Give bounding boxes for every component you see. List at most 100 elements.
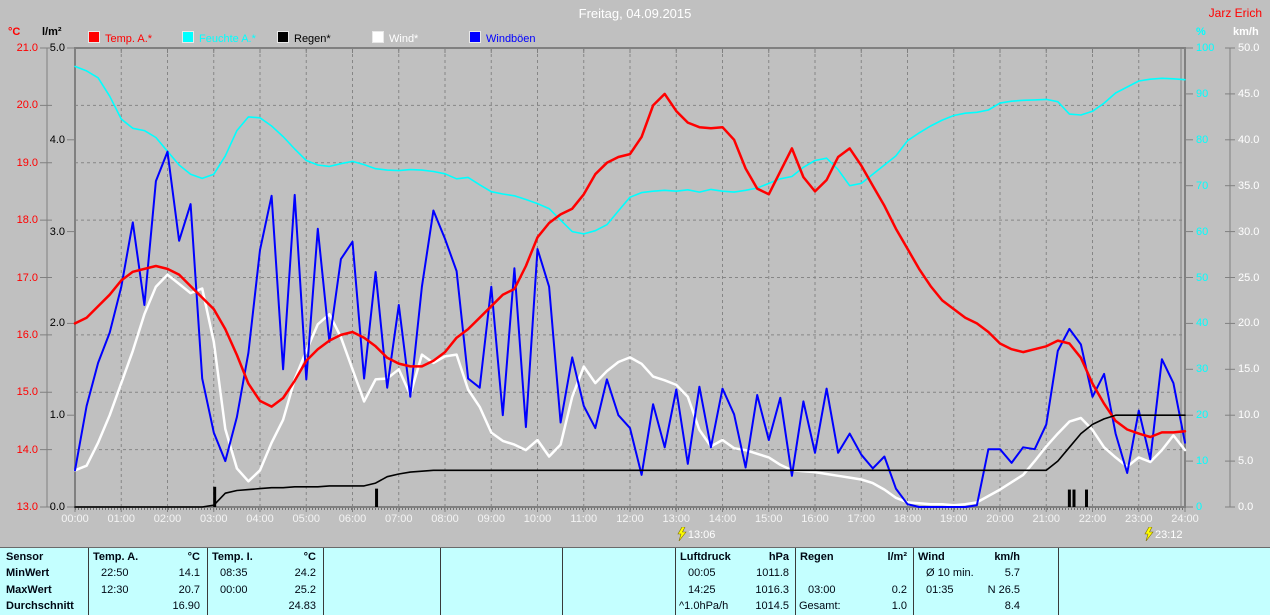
table-column-separator: [1058, 548, 1059, 615]
table-column-separator: [323, 548, 324, 615]
windspeed-tick-label: 10.0: [1238, 409, 1260, 422]
table-column-separator: [440, 548, 441, 615]
table-min-time: 00:05: [688, 567, 716, 579]
time-axis-label: 05:00: [292, 513, 321, 525]
temp-tick-label: 18.0: [16, 214, 38, 227]
time-axis-label: 20:00: [986, 513, 1014, 525]
page-title: Freitag, 04.09.2015: [578, 6, 692, 21]
time-axis-label: 04:00: [246, 513, 274, 525]
temp-tick-label: 17.0: [16, 271, 38, 284]
table-min-value: 1011.8: [756, 567, 789, 579]
windspeed-tick-label: 25.0: [1238, 271, 1260, 284]
time-axis-label: 09:00: [477, 513, 506, 525]
temp-tick-label: 20.0: [16, 99, 38, 112]
windspeed-tick-label: 30.0: [1238, 225, 1260, 238]
rain-tick-label: 0.0: [49, 501, 65, 513]
time-axis-label: 14:00: [708, 513, 737, 525]
time-axis-label: 00:00: [61, 513, 89, 525]
table-column-separator: [675, 548, 676, 615]
event-marker-time: 13:06: [687, 529, 716, 541]
summary-table: Sensor MinWert MaxWert Durchschnitt Temp. A.…: [0, 547, 1270, 615]
table-min-value: 5.7: [1004, 567, 1020, 579]
series-regen-line: [74, 414, 1186, 508]
table-sensor-unit: °C: [187, 551, 200, 563]
time-axis-label: 23:00: [1124, 513, 1153, 525]
time-axis-label: 22:00: [1078, 513, 1107, 525]
rain-axis-unit: l/m²: [42, 26, 62, 38]
legend-label: Temp. A.*: [105, 33, 153, 45]
legend-item-3: Regen*: [277, 31, 331, 45]
time-axis-label: 07:00: [384, 513, 413, 525]
time-axis-label: 16:00: [801, 513, 829, 525]
temp-axis-unit: °C: [8, 26, 21, 38]
time-axis-label: 24:00: [1171, 513, 1199, 525]
table-min-value: 14.1: [178, 567, 200, 579]
table-min-time: 08:35: [220, 567, 248, 579]
windspeed-tick-label: 20.0: [1238, 317, 1260, 330]
windspeed-tick-label: 5.0: [1238, 455, 1254, 468]
table-max-time: 03:00: [808, 584, 836, 596]
table-max-value: 1016.3: [755, 584, 789, 596]
table-sensor-name: Temp. I.: [212, 551, 253, 563]
humidity-tick-label: 30: [1196, 363, 1209, 376]
lightning-icon: [1144, 526, 1154, 542]
table-avg-value: 8.4: [1004, 600, 1020, 612]
table-max-time: 00:00: [220, 584, 248, 596]
table-row-label: MaxWert: [6, 584, 52, 596]
legend-item-1: Temp. A.*: [88, 31, 153, 45]
time-axis-label: 21:00: [1032, 513, 1061, 525]
table-max-time: 01:35: [926, 584, 954, 596]
chart-plot-area[interactable]: [0, 0, 1270, 546]
legend-swatch-icon: [469, 31, 481, 43]
legend-item-5: Windböen: [469, 31, 536, 45]
time-axis-label: 06:00: [338, 513, 367, 525]
table-sensor-name: Temp. A.: [93, 551, 139, 563]
time-axis-label: 19:00: [939, 513, 968, 525]
table-max-value: 0.2: [891, 584, 907, 596]
table-sensor-unit: l/m²: [887, 551, 907, 563]
station-name: Jarz Erich: [1208, 6, 1262, 20]
series-feuchte-a-line: [74, 65, 1186, 235]
table-sensor-unit: km/h: [994, 551, 1020, 563]
windspeed-tick-label: 0.0: [1238, 501, 1254, 513]
humidity-tick-label: 10: [1196, 455, 1209, 468]
humidity-tick-label: 40: [1196, 317, 1209, 330]
series-wind-line: [73, 273, 1187, 507]
temp-tick-label: 13.0: [16, 501, 38, 513]
legend-item-4: Wind*: [372, 31, 419, 45]
table-min-value: 24.2: [294, 567, 316, 579]
time-axis-label: 02:00: [153, 513, 182, 525]
lightning-icon: [677, 526, 687, 542]
table-min-time: 22:50: [101, 567, 129, 579]
table-max-value: 25.2: [294, 584, 316, 596]
table-column-separator: [88, 548, 89, 615]
table-max-time: 14:25: [688, 584, 716, 596]
event-marker: 13:06: [677, 526, 716, 542]
table-avg-value: 1.0: [891, 600, 907, 612]
time-axis-label: 11:00: [570, 513, 598, 525]
windspeed-tick-label: 15.0: [1238, 363, 1260, 376]
legend-label: Feuchte A.*: [199, 33, 256, 45]
legend-swatch-icon: [277, 31, 289, 43]
windspeed-tick-label: 40.0: [1238, 133, 1260, 146]
legend-label: Wind*: [389, 33, 419, 45]
humidity-tick-label: 60: [1196, 225, 1209, 238]
series-windboeen-line: [74, 150, 1186, 508]
temp-tick-label: 14.0: [16, 443, 38, 456]
rain-tick-label: 2.0: [49, 317, 65, 330]
table-sensor-name: Wind: [918, 551, 945, 563]
windspeed-axis-unit: km/h: [1233, 26, 1259, 38]
time-axis-label: 08:00: [431, 513, 459, 525]
time-axis-label: 10:00: [523, 513, 552, 525]
rain-tick-label: 1.0: [49, 409, 65, 422]
time-axis-label: 18:00: [893, 513, 922, 525]
table-avg-value: 16.90: [172, 600, 200, 612]
table-row-label: Sensor: [6, 551, 44, 563]
time-axis-label: 17:00: [847, 513, 876, 525]
time-axis-label: 15:00: [754, 513, 783, 525]
table-min-time: Ø 10 min.: [926, 567, 974, 579]
humidity-tick-label: 0: [1196, 501, 1203, 513]
temp-tick-label: 15.0: [16, 386, 38, 399]
table-column-separator: [795, 548, 796, 615]
